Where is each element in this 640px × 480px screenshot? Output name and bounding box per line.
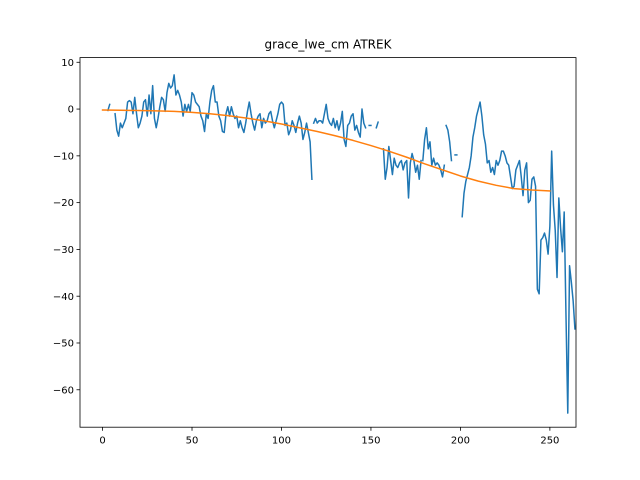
- series-1-line-segment-8: [445, 124, 453, 162]
- y-tick-label: −30: [53, 245, 74, 256]
- x-tick-label: 0: [99, 436, 105, 447]
- y-tick-label: −50: [53, 339, 74, 350]
- series-2-line-segment-1: [101, 109, 551, 192]
- x-tick-label: 250: [540, 436, 559, 447]
- series-1-line-segment-6: [382, 145, 422, 199]
- y-tick-label: −20: [53, 198, 74, 209]
- y-tick-label: 10: [61, 58, 74, 69]
- x-tick-label: 150: [361, 436, 380, 447]
- series-1-line-segment-3: [312, 103, 367, 148]
- series-1-line-segment-2: [114, 74, 313, 181]
- chart-title: grace_lwe_cm ATREK: [265, 38, 393, 52]
- axes-frame: [79, 57, 577, 428]
- x-tick-label: 200: [451, 436, 470, 447]
- series-1-line-segment-10: [461, 101, 576, 414]
- y-tick-label: 0: [68, 105, 74, 116]
- y-tick-label: −60: [53, 385, 74, 396]
- y-tick-label: −10: [53, 151, 74, 162]
- series-1-line-segment-5: [375, 121, 380, 129]
- x-tick-label: 100: [272, 436, 291, 447]
- x-tick-label: 50: [186, 436, 199, 447]
- series-layer: [101, 74, 576, 414]
- y-tick-label: −40: [53, 292, 74, 303]
